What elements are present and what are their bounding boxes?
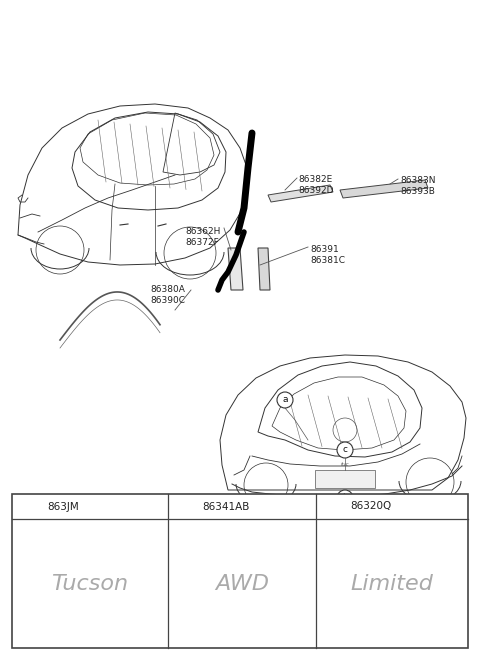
Polygon shape <box>258 248 270 290</box>
Text: 863JM: 863JM <box>47 502 79 512</box>
Text: Limited: Limited <box>350 574 433 593</box>
Text: tuc: tuc <box>341 462 349 468</box>
Circle shape <box>337 490 353 506</box>
Text: Tucson: Tucson <box>51 574 129 593</box>
Circle shape <box>337 442 353 458</box>
Circle shape <box>277 392 293 408</box>
FancyBboxPatch shape <box>315 470 375 488</box>
Text: b: b <box>185 502 191 511</box>
Text: 86380A
86390C: 86380A 86390C <box>150 285 185 305</box>
Polygon shape <box>340 180 428 198</box>
Text: b: b <box>342 493 348 502</box>
Text: 86320Q: 86320Q <box>350 502 391 512</box>
Circle shape <box>26 500 40 514</box>
Text: 86362H
86372F: 86362H 86372F <box>185 227 220 247</box>
Text: 86383N
86393B: 86383N 86393B <box>400 176 435 196</box>
Circle shape <box>329 500 343 514</box>
Circle shape <box>181 500 195 514</box>
Text: a: a <box>282 396 288 405</box>
Polygon shape <box>228 248 243 290</box>
Text: c: c <box>343 445 348 455</box>
Text: c: c <box>334 502 338 511</box>
Text: 86341AB: 86341AB <box>202 502 250 512</box>
FancyBboxPatch shape <box>12 494 468 648</box>
Text: 86382E
86392D: 86382E 86392D <box>298 175 334 195</box>
Polygon shape <box>268 185 333 202</box>
Text: 86391
86381C: 86391 86381C <box>310 245 345 265</box>
Text: a: a <box>30 502 36 511</box>
Text: AWD: AWD <box>215 574 269 593</box>
